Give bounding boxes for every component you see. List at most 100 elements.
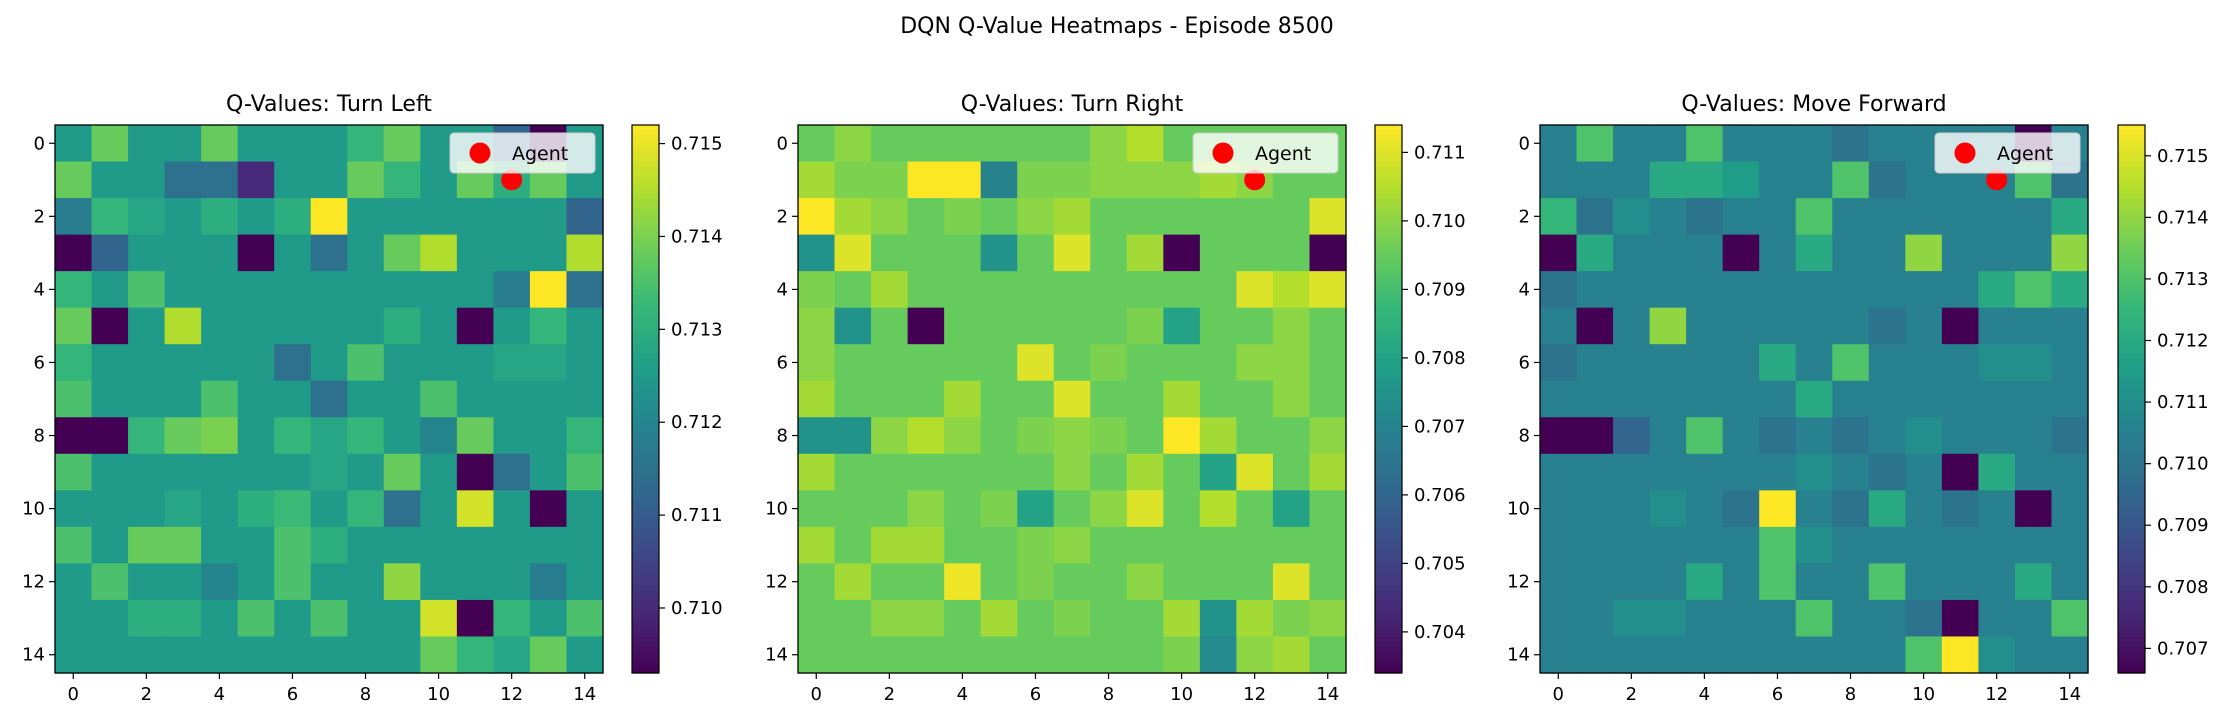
- colorbar-segment: [1375, 202, 1402, 208]
- heatmap-cell: [1941, 198, 1979, 236]
- heatmap-cell: [1941, 234, 1979, 272]
- legend: Agent: [449, 132, 596, 174]
- heatmap-cell: [980, 271, 1018, 309]
- heatmap-cell: [1649, 453, 1687, 491]
- heatmap-cell: [798, 271, 836, 309]
- heatmap-cell: [1649, 307, 1687, 345]
- colorbar-segment: [1375, 385, 1402, 391]
- heatmap-cell: [2014, 563, 2053, 601]
- colorbar-segment: [2118, 339, 2145, 345]
- colorbar-segment: [632, 668, 659, 674]
- heatmap-cell: [944, 271, 982, 309]
- heatmap-cell: [1832, 234, 1870, 272]
- heatmap-cell: [91, 198, 129, 236]
- colorbar-segment: [632, 453, 659, 459]
- heatmap-cell: [1832, 417, 1870, 455]
- x-tick-label: 2: [141, 684, 152, 705]
- y-tick-label: 8: [1519, 426, 1530, 447]
- colorbar-segment: [1375, 540, 1402, 546]
- x-tick-label: 8: [360, 684, 371, 705]
- heatmap-cell: [128, 526, 166, 564]
- heatmap-cell: [1199, 490, 1237, 528]
- x-tick-label: 2: [884, 684, 895, 705]
- colorbar: 0.710 0.711 0.712 0.713 0.714 0.715: [631, 124, 723, 674]
- colorbar-segment: [1375, 444, 1402, 450]
- colorbar-segment: [632, 654, 659, 660]
- colorbar-segment: [1375, 376, 1402, 382]
- heatmap-cell: [1941, 490, 1979, 528]
- heatmap-cell: [834, 161, 872, 199]
- colorbar: 0.707 0.708 0.709 0.710 0.711 0.712 0.713 0.714…: [2117, 124, 2209, 674]
- colorbar-segment: [2118, 166, 2145, 172]
- colorbar-segment: [1375, 348, 1402, 354]
- heatmap-cell: [566, 307, 604, 345]
- heatmap-cell: [55, 198, 93, 236]
- heatmap-cell: [493, 271, 531, 309]
- heatmap-cell: [1832, 198, 1870, 236]
- colorbar-segment: [2118, 558, 2145, 564]
- heatmap-cell: [566, 198, 604, 236]
- colorbar-segment: [2118, 293, 2145, 300]
- heatmap-cell: [274, 599, 312, 638]
- colorbar-segment: [2118, 129, 2145, 135]
- colorbar-segment: [632, 485, 659, 491]
- colorbar-segment: [632, 444, 659, 450]
- x-tick-label: 2: [1626, 684, 1637, 705]
- heatmap-cell: [1759, 417, 1797, 455]
- colorbar-segment: [1375, 590, 1402, 596]
- heatmap-cell: [55, 417, 93, 455]
- heatmap-cell: [834, 453, 872, 491]
- heatmap-cell: [980, 599, 1018, 638]
- heatmap-cell: [383, 490, 421, 528]
- colorbar-segment: [1375, 170, 1402, 176]
- colorbar-segment: [2118, 609, 2145, 615]
- colorbar-tick-label: 0.715: [671, 134, 723, 155]
- heatmap-cell: [1722, 599, 1760, 638]
- heatmap-cell: [1017, 344, 1055, 382]
- colorbar-segment: [632, 280, 659, 286]
- heatmap-cell: [237, 526, 275, 564]
- x-tick-label: 8: [1845, 684, 1856, 705]
- colorbar-segment: [1375, 134, 1402, 140]
- colorbar-segment: [2118, 243, 2145, 249]
- heatmap-cell: [2051, 417, 2089, 455]
- colorbar-segment: [1375, 271, 1402, 277]
- colorbar-segment: [2118, 184, 2145, 190]
- heatmap-cell: [1309, 417, 1347, 455]
- heatmap-cell: [274, 344, 312, 382]
- colorbar-segment: [632, 298, 659, 304]
- heatmap-cell: [1978, 344, 2016, 382]
- heatmap-cell: [347, 563, 385, 601]
- heatmap-cell: [1613, 526, 1651, 564]
- heatmap-cell: [907, 234, 945, 272]
- colorbar-segment: [2118, 394, 2145, 400]
- heatmap-cell: [1832, 453, 1870, 491]
- colorbar-segment: [1375, 472, 1402, 478]
- colorbar-segment: [1375, 357, 1402, 364]
- colorbar-tick-label: 0.704: [1414, 622, 1466, 643]
- heatmap-panel-3: Q-Values: Move Forward 0 2 4 6 8 10 12 14 0 2 4 6 8 10…: [1507, 92, 2208, 705]
- heatmap-cell: [871, 417, 909, 455]
- heatmap-cell: [907, 198, 945, 236]
- colorbar-segment: [2118, 408, 2145, 414]
- heatmap-cell: [237, 380, 275, 418]
- heatmap-cell: [493, 453, 531, 491]
- heatmap-cell: [1722, 563, 1760, 601]
- heatmap-cell: [91, 271, 129, 309]
- heatmap-cell: [566, 271, 604, 309]
- y-tick-label: 4: [1519, 279, 1530, 300]
- heatmap-cell: [347, 490, 385, 528]
- colorbar-tick-label: 0.707: [1414, 416, 1466, 437]
- heatmap-cell: [493, 234, 531, 272]
- heatmap-cell: [1017, 526, 1055, 564]
- heatmap-cell: [420, 198, 458, 236]
- heatmap-cell: [1017, 234, 1055, 272]
- heatmap-cell: [1540, 344, 1578, 382]
- heatmap-cell: [529, 380, 568, 418]
- heatmap-cell: [1199, 417, 1237, 455]
- heatmap-cell: [1017, 453, 1055, 491]
- colorbar-segment: [2118, 289, 2145, 295]
- heatmap-cell: [55, 380, 93, 418]
- y-tick-label: 6: [34, 352, 45, 373]
